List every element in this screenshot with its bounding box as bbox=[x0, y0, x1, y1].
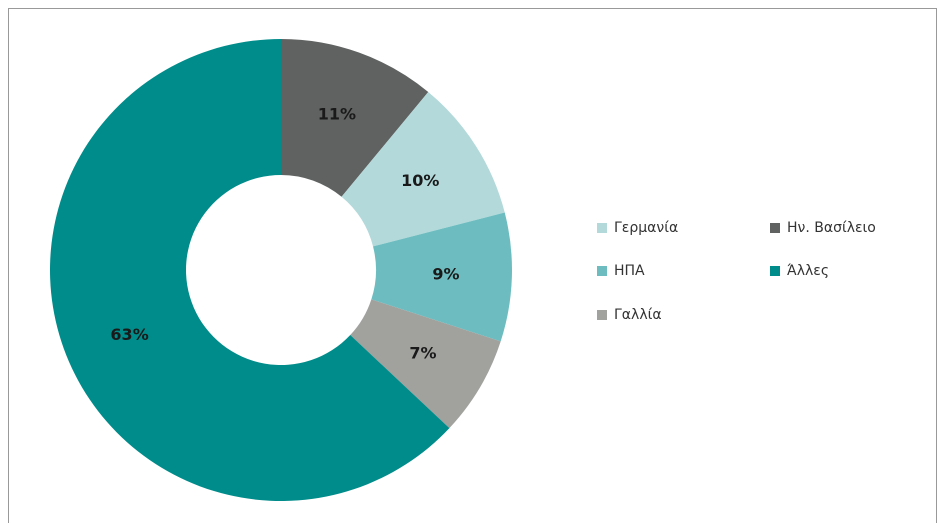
slice bbox=[350, 299, 501, 429]
legend-label: Άλλες bbox=[787, 263, 829, 279]
slice bbox=[49, 39, 450, 502]
slice bbox=[371, 212, 512, 342]
legend-label: Γερμανία bbox=[614, 220, 678, 236]
value-label: 11% bbox=[318, 104, 356, 123]
value-label: 9% bbox=[432, 265, 459, 284]
value-label: 10% bbox=[401, 171, 439, 190]
frame bbox=[8, 8, 937, 523]
legend-label: Γαλλία bbox=[614, 307, 662, 323]
legend-swatch bbox=[770, 266, 780, 276]
legend-label: ΗΠΑ bbox=[614, 263, 645, 279]
slice bbox=[341, 92, 505, 247]
legend-label: Ην. Βασίλειο bbox=[787, 220, 876, 236]
slice bbox=[281, 39, 429, 197]
legend-swatch bbox=[597, 223, 607, 233]
legend-swatch bbox=[770, 223, 780, 233]
value-label: 7% bbox=[409, 343, 436, 362]
legend-swatch bbox=[597, 266, 607, 276]
value-label: 63% bbox=[110, 325, 148, 344]
legend-swatch bbox=[597, 310, 607, 320]
